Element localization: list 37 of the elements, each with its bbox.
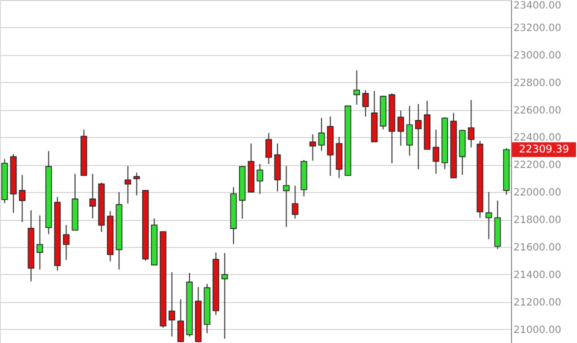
y-tick-label: 23400.00: [514, 0, 562, 12]
candlestick: [124, 166, 132, 204]
candlestick: [133, 172, 140, 196]
y-tick-label: 21600.00: [514, 242, 562, 254]
y-tick-label: 22600.00: [514, 105, 562, 116]
candlestick: [221, 252, 228, 340]
candlestick: [265, 132, 272, 164]
y-tick-label: 21200.00: [514, 297, 562, 308]
candlestick: [89, 173, 96, 219]
candlestick: [432, 129, 440, 174]
candlestick: [406, 105, 413, 156]
y-tick-label: 22400.00: [514, 132, 562, 144]
candlestick: [397, 110, 404, 146]
y-tick-label: 22200.00: [514, 160, 562, 172]
y-tick-label: 21000.00: [514, 324, 562, 336]
candlestick: [309, 134, 316, 162]
candlestick: [362, 90, 369, 117]
candlestick: [283, 166, 290, 228]
candlestick: [62, 224, 70, 260]
y-tick-label: 22000.00: [514, 188, 562, 199]
y-tick-label: 21800.00: [514, 215, 562, 226]
candlestick: [486, 192, 492, 240]
y-tick-label: 23000.00: [514, 50, 562, 62]
y-tick-label: 21400.00: [514, 270, 562, 281]
text: 22309.39: [518, 144, 570, 156]
y-tick-label: 23200.00: [514, 22, 562, 34]
candlestick: [36, 214, 44, 270]
candlestick: [18, 174, 26, 222]
candlestick: [415, 104, 422, 170]
candlestick: [353, 70, 360, 106]
candlestick: [468, 100, 474, 148]
y-tick-label: 22800.00: [514, 78, 562, 89]
candlestick: [318, 117, 325, 152]
candlestick: [256, 163, 264, 194]
candlestick: [292, 185, 298, 220]
candlestick: [168, 272, 176, 338]
candlestick: [177, 298, 184, 343]
